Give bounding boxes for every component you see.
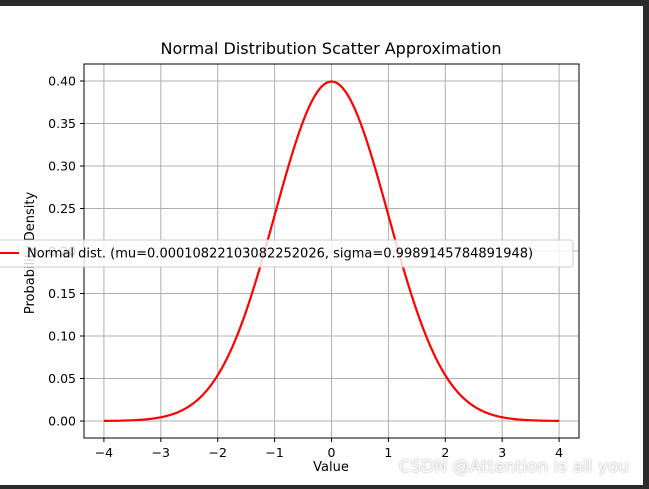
x-tick-label: 3 (498, 445, 506, 460)
y-tick-label: 0.00 (48, 414, 76, 429)
y-tick-label: 0.25 (48, 201, 76, 216)
x-tick-label: −4 (95, 445, 113, 460)
y-tick-label: 0.10 (48, 329, 76, 344)
figure: Normal Distribution Scatter Approximatio… (0, 6, 643, 485)
y-tick-label: 0.30 (48, 159, 76, 174)
x-tick-label: 1 (384, 445, 392, 460)
plot-area (103, 80, 560, 422)
x-tick-label: −1 (265, 445, 283, 460)
series-line-0 (103, 80, 560, 422)
x-tick-label: −2 (208, 445, 226, 460)
watermark: CSDN @Attention is all you (398, 457, 629, 477)
y-tick-label: 0.15 (48, 286, 76, 301)
y-tick-label: 0.05 (48, 371, 76, 386)
legend-box (0, 239, 574, 268)
chart-title: Normal Distribution Scatter Approximatio… (161, 39, 502, 58)
legend: Normal dist. (mu=0.00010822103082252026,… (0, 239, 574, 268)
y-tick-label: 0.35 (48, 116, 76, 131)
chart: Normal Distribution Scatter Approximatio… (0, 39, 580, 475)
x-tick-label: 2 (441, 445, 449, 460)
x-tick-label: 4 (555, 445, 563, 460)
x-tick-label: 0 (328, 445, 336, 460)
legend-label: Normal dist. (mu=0.00010822103082252026,… (27, 247, 533, 262)
x-tick-label: −3 (152, 445, 170, 460)
y-tick-label: 0.40 (48, 74, 76, 89)
x-axis-label: Value (313, 460, 349, 475)
